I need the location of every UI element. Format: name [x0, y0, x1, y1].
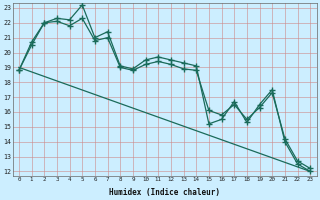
X-axis label: Humidex (Indice chaleur): Humidex (Indice chaleur) — [109, 188, 220, 197]
